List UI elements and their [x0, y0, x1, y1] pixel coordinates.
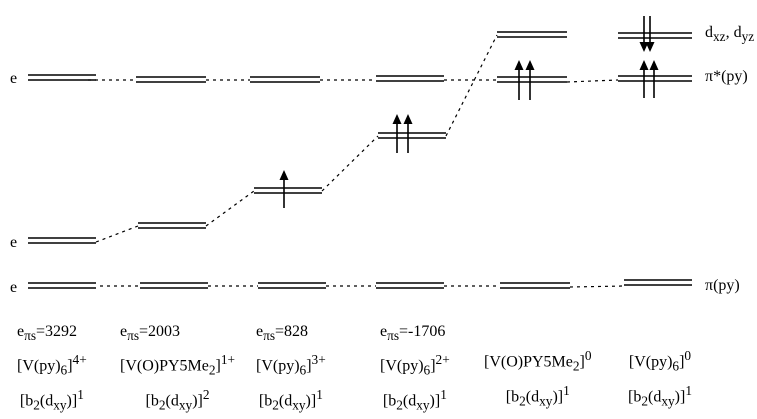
column-caption-4: eπs=-1706 [V(py)6]2+ [b2(dxy)]1	[380, 322, 450, 419]
spin-up-arrow	[514, 60, 524, 100]
orbital-label-pi: π(py)	[705, 277, 740, 294]
electron-configuration: [b2(dxy)]1	[19, 386, 84, 413]
column-caption-5: [V(O)PY5Me2]0 [b2(dxy)]1	[484, 346, 592, 415]
complex-formula: [V(O)PY5Me2]0	[484, 348, 592, 374]
column-caption-6: [V(py)6]0 [b2(dxy)]1	[628, 346, 692, 415]
electron-configuration: [b2(dxy)]1	[628, 382, 692, 409]
complex-formula: [V(py)6]3+	[256, 352, 326, 378]
spin-down-arrow	[639, 16, 649, 52]
complex-formula: [V(py)6]0	[628, 348, 692, 374]
electron-configuration: [b2(dxy)]1	[505, 382, 570, 409]
spin-up-arrow	[525, 60, 535, 100]
electron-configuration: [b2(dxy)]1	[382, 386, 447, 413]
row-label-e-top: e	[10, 70, 17, 87]
electron-configuration: [b2(dxy)]1	[258, 386, 323, 413]
complex-formula: [V(py)6]2+	[380, 352, 450, 378]
complex-formula: [V(py)6]4+	[17, 352, 87, 378]
row-label-e-bottom: e	[10, 279, 17, 296]
spin-up-arrow	[639, 60, 649, 98]
spin-down-arrow	[645, 16, 655, 52]
electron-configuration: [b2(dxy)]2	[145, 386, 210, 413]
e-pi-s-value: eπs=-1706	[380, 323, 446, 344]
spin-up-arrow	[649, 60, 659, 98]
level-row-b2-dxy	[28, 34, 498, 244]
e-pi-s-value: eπs=3292	[17, 323, 78, 344]
electron-arrows	[279, 16, 659, 208]
level-row-dxz-dyz	[497, 31, 692, 39]
energy-level-diagram: e e e	[10, 16, 692, 296]
orbital-label-dxz-dyz: dxz, dyz	[705, 24, 755, 45]
e-pi-s-value: eπs=2003	[120, 323, 181, 344]
row-label-e-middle: e	[10, 234, 17, 251]
e-pi-s-value: eπs=828	[256, 323, 309, 344]
orbital-label-pi-star: π*(py)	[705, 68, 748, 85]
level-row-pi	[28, 279, 692, 289]
spin-up-arrow	[279, 170, 289, 208]
column-caption-1: eπs=3292 [V(py)6]4+ [b2(dxy)]1	[17, 322, 87, 419]
spin-up-arrow	[392, 114, 402, 153]
level-row-pi-star	[28, 74, 692, 83]
column-caption-2: eπs=2003 [V(O)PY5Me2]1+ [b2(dxy)]2	[120, 322, 235, 419]
spin-up-arrow	[403, 114, 413, 153]
column-caption-3: eπs=828 [V(py)6]3+ [b2(dxy)]1	[256, 322, 326, 419]
complex-formula: [V(O)PY5Me2]1+	[120, 352, 236, 378]
